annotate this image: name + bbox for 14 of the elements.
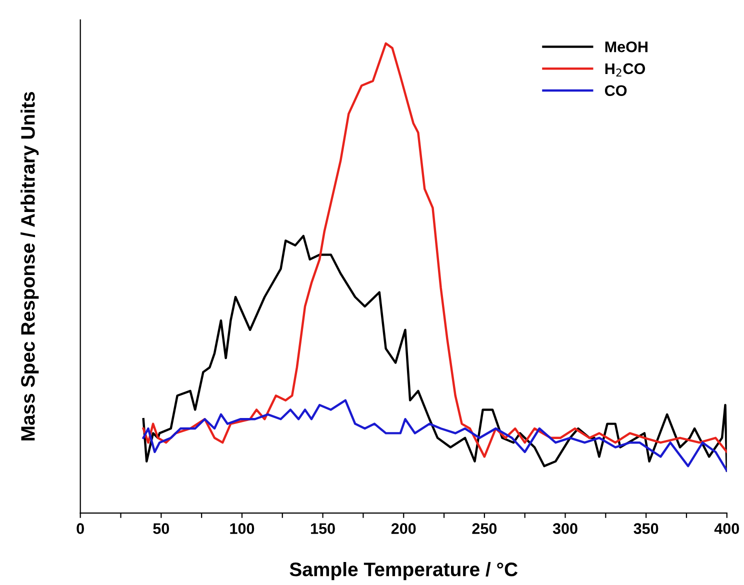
y-axis-title: Mass Spec Response / Arbitrary Units <box>20 92 39 440</box>
x-tick-label: 300 <box>552 523 578 534</box>
x-tick-label: 150 <box>311 523 335 534</box>
legend-label: MeOH <box>605 41 648 52</box>
x-axis-title: Sample Temperature / °C <box>290 562 518 580</box>
legend-label: H$_{2}$CO <box>605 63 646 76</box>
x-tick-label: 200 <box>391 523 416 534</box>
x-tick-label: 350 <box>634 523 658 534</box>
x-tick-label: 50 <box>153 523 170 534</box>
x-tick-label: 100 <box>230 523 254 534</box>
x-tick-label: 250 <box>472 523 497 534</box>
x-tick-label: 0 <box>76 523 84 534</box>
x-tick-label: 400 <box>714 523 740 534</box>
legend-label: CO <box>604 85 627 96</box>
